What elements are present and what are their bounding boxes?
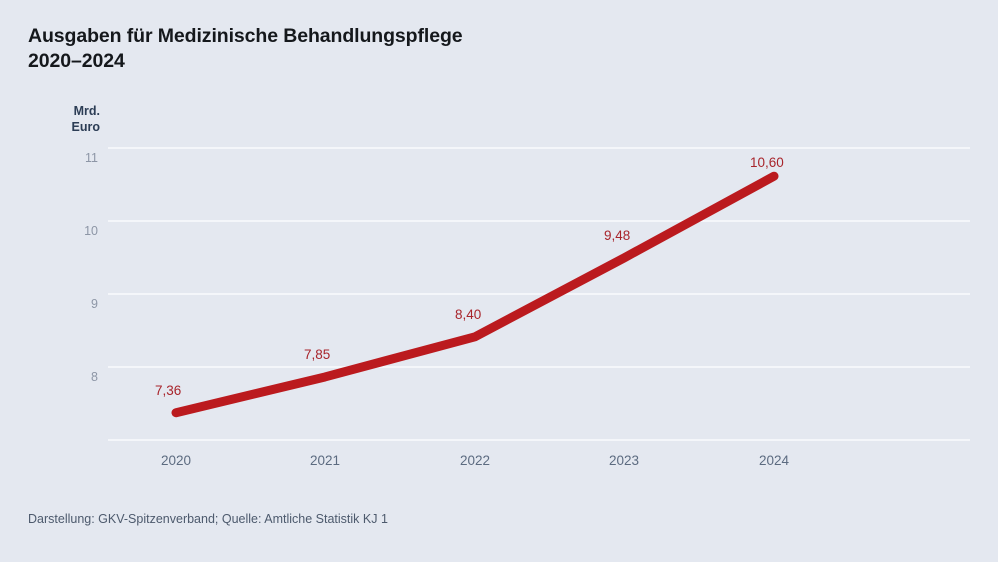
title-line-1: Ausgaben für Medizinische Behandlungspfl… xyxy=(28,25,463,47)
gridline-10 xyxy=(108,220,970,222)
y-axis-unit-line-1: Mrd. xyxy=(73,104,100,118)
source-note: Darstellung: GKV-Spitzenverband; Quelle:… xyxy=(28,512,388,526)
gridline-9 xyxy=(108,293,970,295)
x-tick-label-2022: 2022 xyxy=(459,453,491,468)
y-tick-label-10: 10 xyxy=(84,224,98,238)
series-polyline xyxy=(171,171,779,418)
data-label-2020: 7,36 xyxy=(155,383,182,398)
title-line-2: 2020–2024 xyxy=(28,50,125,72)
gridline-11 xyxy=(108,147,970,149)
data-label-2022: 8,40 xyxy=(455,307,482,322)
axis-baseline xyxy=(108,439,970,441)
y-axis-unit-label: Mrd. Euro xyxy=(16,104,100,135)
x-tick-label-2023: 2023 xyxy=(608,453,640,468)
y-tick-label-9: 9 xyxy=(91,297,98,311)
x-tick-label-2024: 2024 xyxy=(758,453,790,468)
y-tick-label-11: 11 xyxy=(85,151,98,165)
x-tick-label-2020: 2020 xyxy=(160,453,192,468)
y-axis-unit-line-2: Euro xyxy=(71,119,100,134)
data-label-2024: 10,60 xyxy=(750,155,784,170)
page-title: Ausgaben für Medizinische Behandlungspfl… xyxy=(28,24,828,74)
x-tick-label-2021: 2021 xyxy=(309,453,341,468)
y-tick-label-8: 8 xyxy=(91,370,98,384)
data-label-2021: 7,85 xyxy=(304,347,331,362)
data-label-2023: 9,48 xyxy=(604,228,631,243)
gridline-8 xyxy=(108,366,970,368)
